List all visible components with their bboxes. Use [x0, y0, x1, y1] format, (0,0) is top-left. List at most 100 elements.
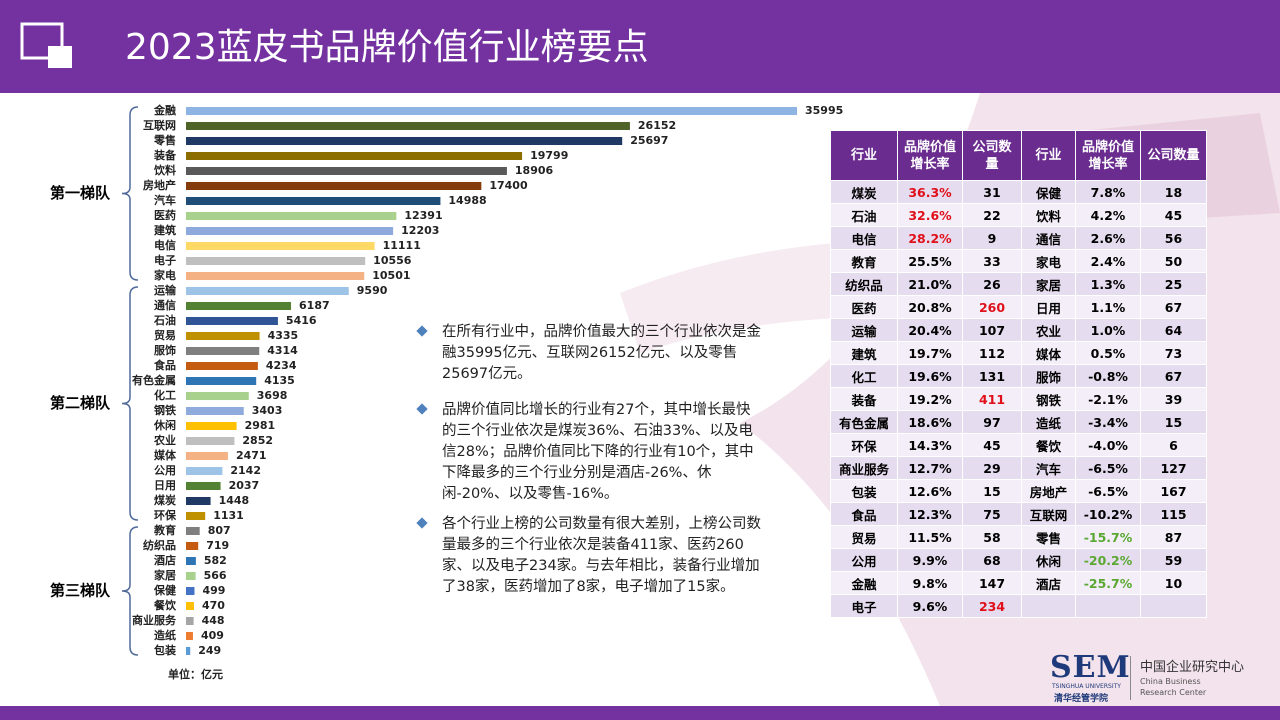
value-label: 14988	[448, 194, 486, 207]
value-label: 12391	[404, 209, 442, 222]
bar	[186, 572, 196, 580]
bar	[186, 242, 375, 250]
table-cell: 纺织品	[830, 272, 898, 296]
value-label: 499	[202, 584, 225, 597]
table-cell: 12.6%	[897, 479, 963, 503]
table-cell: 56	[1140, 226, 1207, 250]
table-cell: -4.0%	[1075, 433, 1141, 457]
table-cell: 包装	[830, 479, 898, 503]
table-cell: 73	[1140, 341, 1207, 365]
table-cell: 2.4%	[1075, 249, 1141, 273]
category-label: 装备	[153, 148, 177, 162]
table-cell: 15	[962, 479, 1022, 503]
table-row: 化工 19.6% 131 服饰 -0.8% 67	[830, 364, 1207, 388]
bullet-item: 在所有行业中，品牌价值最大的三个行业依次是金融35995亿元、互联网26152亿…	[416, 322, 763, 385]
table-cell: 日用	[1021, 295, 1076, 319]
table-cell: 9.6%	[897, 594, 963, 618]
table-cell: 25.5%	[897, 249, 963, 273]
value-label: 9590	[357, 284, 388, 297]
table-row: 纺织品 21.0% 26 家居 1.3% 25	[830, 272, 1207, 296]
category-label: 保健	[153, 583, 177, 597]
table-cell: 石油	[830, 203, 898, 227]
group-label: 第二梯队	[50, 394, 111, 412]
table-cell: -0.8%	[1075, 364, 1141, 388]
bar	[186, 107, 797, 115]
value-label: 807	[208, 524, 231, 537]
table-cell: 19.7%	[897, 341, 963, 365]
value-label: 5416	[286, 314, 317, 327]
value-label: 566	[204, 569, 227, 582]
value-label: 1448	[219, 494, 250, 507]
category-label: 包装	[153, 643, 176, 657]
value-label: 6187	[299, 299, 330, 312]
table-cell: 房地产	[1021, 479, 1076, 503]
value-label: 26152	[638, 119, 676, 132]
table-cell: 167	[1140, 479, 1207, 503]
bar	[186, 332, 260, 340]
table-cell: 64	[1140, 318, 1207, 342]
table-cell: 家居	[1021, 272, 1076, 296]
bar	[186, 647, 191, 655]
logo-university: TSINGHUA UNIVERSITY	[1052, 683, 1121, 690]
table-cell: 电子	[830, 594, 898, 618]
table-cell	[1021, 594, 1076, 618]
table-cell: -3.4%	[1075, 410, 1141, 434]
category-label: 家电	[154, 268, 176, 282]
table-cell: 32.6%	[897, 203, 963, 227]
bar	[186, 317, 278, 325]
table-cell: 28.2%	[897, 226, 963, 250]
table-cell: 87	[1140, 525, 1207, 549]
value-label: 249	[198, 644, 221, 657]
category-label: 化工	[154, 388, 176, 402]
table-cell: 9	[962, 226, 1022, 250]
category-label: 石油	[153, 313, 176, 327]
bullet-text: 各个行业上榜的公司数量有很大差别，上榜公司数量最多的三个行业依次是装备411家、…	[442, 516, 761, 595]
bar	[186, 362, 258, 370]
table-row: 食品 12.3% 75 互联网 -10.2% 115	[830, 502, 1207, 526]
table-cell: 50	[1140, 249, 1207, 273]
table-cell: 化工	[830, 364, 898, 388]
bar	[186, 182, 482, 190]
category-label: 建筑	[154, 223, 176, 237]
value-label: 2852	[242, 434, 273, 447]
table-header-cell: 公司数量	[962, 130, 1022, 181]
bar	[186, 557, 196, 565]
bar	[186, 407, 244, 415]
table-cell: 147	[962, 571, 1022, 595]
table-cell: 18	[1140, 180, 1207, 204]
category-label: 农业	[153, 433, 176, 447]
table-header-cell: 行业	[1021, 130, 1076, 181]
table-cell: 环保	[830, 433, 898, 457]
logo-divider	[1130, 656, 1131, 700]
table-cell: 2.6%	[1075, 226, 1141, 250]
slide-title: 2023蓝皮书品牌价值行业榜要点	[125, 27, 649, 68]
value-label: 3403	[252, 404, 283, 417]
bullet-marker	[416, 325, 428, 337]
value-label: 2981	[245, 419, 276, 432]
table-cell: 餐饮	[1021, 433, 1076, 457]
bullet-marker	[416, 403, 428, 415]
table-cell: 112	[962, 341, 1022, 365]
bar	[186, 377, 257, 385]
table-cell: -2.1%	[1075, 387, 1141, 411]
table-cell: -20.2%	[1075, 548, 1141, 572]
category-label: 酒店	[154, 553, 176, 567]
table-header-cell: 品牌价值增长率	[897, 130, 963, 181]
category-label: 房地产	[143, 178, 176, 192]
category-label: 公用	[154, 464, 176, 477]
category-label: 服饰	[154, 343, 176, 357]
bar	[186, 302, 292, 310]
category-label: 饮料	[153, 163, 176, 177]
table-cell: 25	[1140, 272, 1207, 296]
table-cell: 运输	[830, 318, 898, 342]
category-label: 商业服务	[132, 613, 177, 627]
bar	[186, 527, 200, 535]
table-cell: 14.3%	[897, 433, 963, 457]
table-cell: 67	[1140, 364, 1207, 388]
value-label: 10556	[373, 254, 412, 267]
category-label: 造纸	[154, 628, 176, 642]
value-label: 4135	[264, 374, 295, 387]
table-cell: 医药	[830, 295, 898, 319]
bar	[186, 122, 630, 130]
